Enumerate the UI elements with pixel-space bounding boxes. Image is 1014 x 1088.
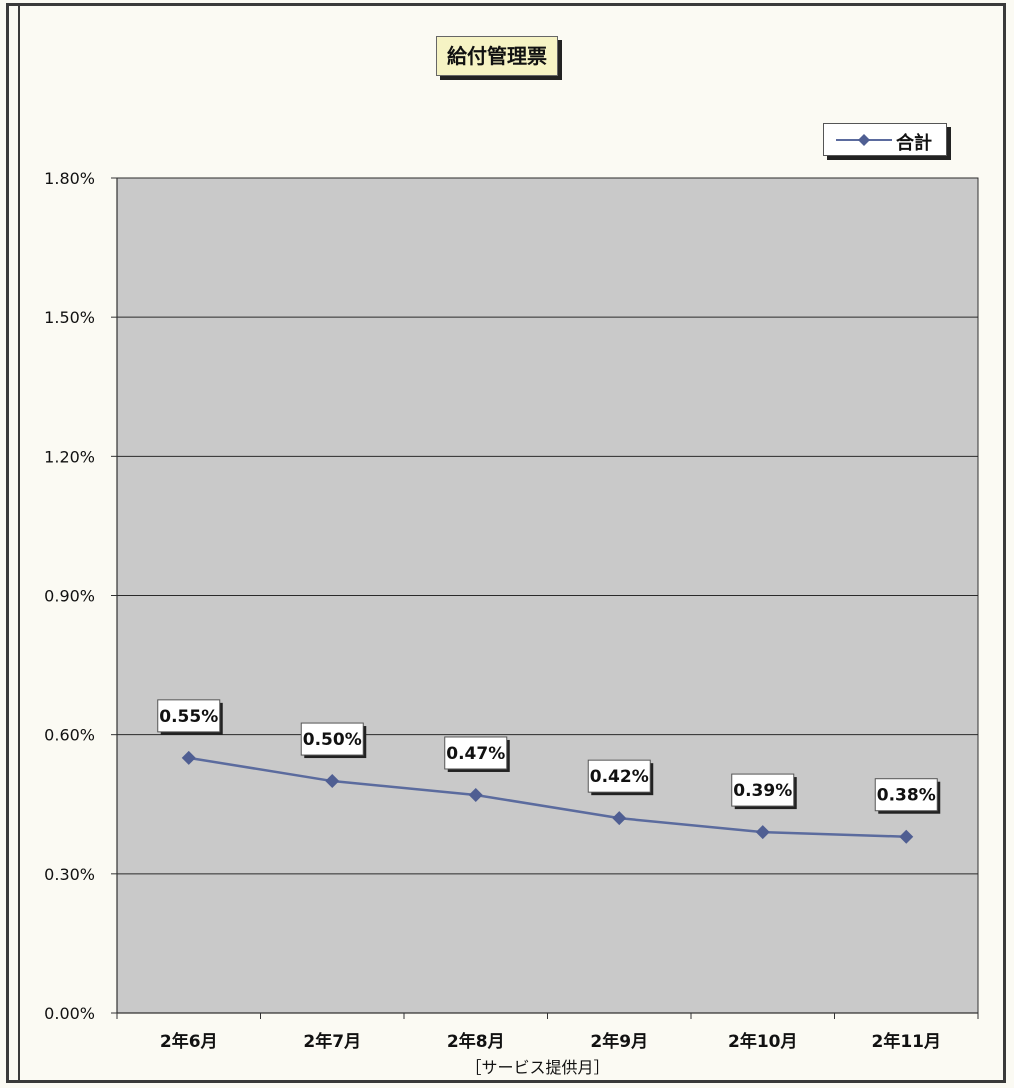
y-tick-label: 0.90% xyxy=(44,587,95,606)
y-tick-label: 1.20% xyxy=(44,447,95,466)
chart-title: 給付管理票 xyxy=(436,36,558,76)
data-label: 0.55% xyxy=(159,707,218,727)
data-point-marker xyxy=(325,774,340,789)
data-label: 0.38% xyxy=(877,786,936,806)
y-tick-label: 0.30% xyxy=(44,865,95,884)
x-axis-title: ［サービス提供月］ xyxy=(465,1058,609,1077)
data-label-box xyxy=(874,778,938,812)
data-point-marker xyxy=(468,787,483,802)
data-point-marker xyxy=(181,750,196,765)
y-tick-label: 0.60% xyxy=(44,726,95,745)
legend: 合計 xyxy=(823,123,947,156)
data-label-box xyxy=(731,773,795,807)
data-point-marker xyxy=(612,811,627,826)
series-line-total xyxy=(188,756,907,838)
x-tick-label: 2年7月 xyxy=(303,1031,361,1052)
chart-frame xyxy=(6,3,1006,1083)
x-tick-label: 2年8月 xyxy=(447,1031,505,1052)
legend-label-total: 合計 xyxy=(896,133,932,154)
data-point-marker xyxy=(899,829,914,844)
data-label-box xyxy=(587,759,651,793)
data-label-box xyxy=(444,736,508,770)
data-point-marker xyxy=(755,825,770,840)
y-tick-label: 1.80% xyxy=(44,169,95,188)
data-label: 0.47% xyxy=(446,744,505,764)
x-tick-label: 2年6月 xyxy=(160,1031,218,1052)
data-label: 0.42% xyxy=(590,767,649,787)
data-label-box xyxy=(300,722,364,756)
data-label: 0.50% xyxy=(303,730,362,750)
y-tick-label: 1.50% xyxy=(44,308,95,327)
y-tick-label: 0.00% xyxy=(44,1004,95,1023)
data-label: 0.39% xyxy=(733,781,792,801)
x-tick-label: 2年11月 xyxy=(872,1031,942,1052)
x-tick-label: 2年9月 xyxy=(590,1031,648,1052)
data-label-box xyxy=(157,699,221,733)
x-tick-label: 2年10月 xyxy=(728,1031,798,1052)
legend-line-marker-icon xyxy=(836,134,892,146)
